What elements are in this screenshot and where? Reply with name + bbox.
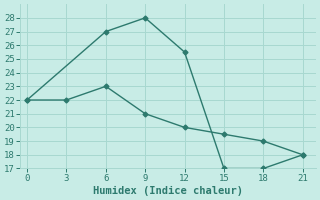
X-axis label: Humidex (Indice chaleur): Humidex (Indice chaleur) bbox=[93, 186, 243, 196]
